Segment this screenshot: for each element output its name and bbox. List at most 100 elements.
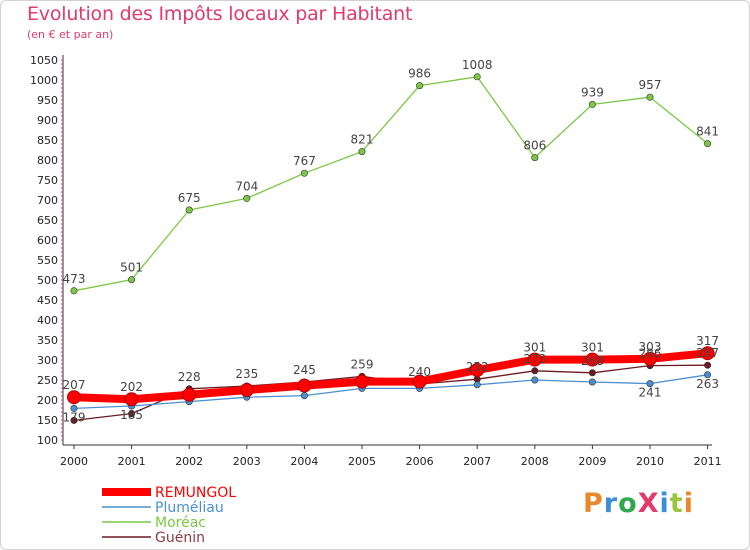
legend-label: Moréac [155, 515, 206, 531]
data-label: 241 [639, 386, 662, 400]
series-line-moréac [73, 76, 709, 292]
y-tick-label: 200 [37, 394, 58, 407]
y-tick-label: 650 [37, 214, 58, 227]
data-point [300, 392, 308, 400]
y-tick-label: 900 [37, 114, 58, 127]
data-label: 286 [639, 347, 662, 361]
data-point [527, 352, 542, 367]
y-tick-label: 950 [37, 94, 58, 107]
data-label: 767 [293, 154, 316, 168]
x-tick-label: 2009 [578, 455, 606, 468]
y-tick-label: 600 [37, 234, 58, 247]
data-point [297, 378, 312, 393]
data-label: 806 [523, 139, 546, 153]
logo-letter: i [659, 488, 670, 519]
logo-letter: X [637, 488, 660, 519]
data-point [412, 374, 427, 389]
data-point [239, 383, 254, 397]
data-point [358, 148, 366, 156]
x-tick-label: 2001 [118, 455, 146, 468]
data-point [355, 374, 369, 389]
chart-title: Evolution des Impôts locaux par Habitant [27, 3, 413, 25]
y-tick-label: 450 [37, 294, 58, 307]
data-label: 202 [120, 380, 143, 394]
data-point [588, 100, 596, 108]
y-tick-label: 750 [37, 174, 58, 187]
y-tick-label: 850 [37, 134, 58, 147]
data-label: 245 [293, 363, 316, 377]
data-point [531, 154, 539, 162]
data-point [416, 82, 424, 90]
data-label: 301 [581, 341, 604, 355]
logo-letter: P [583, 488, 604, 519]
logo-letter: t [669, 488, 684, 519]
data-point [531, 367, 539, 375]
x-tick-label: 2007 [463, 455, 491, 468]
data-label: 240 [408, 365, 431, 379]
y-tick-label: 1050 [30, 54, 58, 67]
data-point [704, 361, 712, 369]
legend-label: REMUNGOL [155, 485, 236, 501]
data-point [67, 390, 81, 405]
proxiti-logo: ProXiti [583, 488, 694, 519]
data-label: 273 [523, 352, 546, 366]
data-label: 259 [351, 357, 374, 371]
data-point [185, 206, 193, 214]
data-point [700, 346, 715, 361]
chart-subtitle: (en € et par an) [27, 28, 114, 41]
data-label: 704 [235, 179, 258, 193]
y-tick-label: 700 [37, 194, 58, 207]
data-point [473, 381, 481, 389]
data-point [473, 73, 481, 81]
data-label: 1008 [462, 58, 493, 72]
data-label: 501 [120, 261, 143, 275]
data-label: 675 [178, 191, 201, 205]
series-line-pluméliau [73, 374, 709, 410]
data-point [128, 276, 136, 284]
data-label: 317 [696, 334, 719, 348]
data-point [70, 416, 78, 424]
y-tick-label: 100 [37, 434, 58, 447]
data-point [588, 369, 596, 377]
data-label: 179 [63, 410, 86, 424]
data-label: 473 [63, 272, 86, 286]
data-point [704, 371, 712, 379]
data-point [585, 352, 600, 367]
x-tick-label: 2011 [694, 455, 722, 468]
data-label: 252 [466, 360, 489, 374]
data-label: 268 [581, 354, 604, 368]
data-label: 986 [408, 67, 431, 81]
y-tick-label: 400 [37, 314, 58, 327]
data-point [70, 287, 78, 295]
data-point [182, 387, 197, 402]
data-label: 287 [696, 346, 719, 360]
y-tick-label: 250 [37, 374, 58, 387]
data-label: 841 [696, 125, 719, 139]
x-tick-label: 2000 [60, 455, 88, 468]
data-label: 235 [235, 367, 258, 381]
data-label: 228 [178, 370, 201, 384]
data-point [128, 410, 136, 418]
y-tick-label: 150 [37, 414, 58, 427]
y-tick-label: 500 [37, 274, 58, 287]
data-label: 939 [581, 85, 604, 99]
data-point [70, 404, 78, 412]
y-tick-label: 550 [37, 254, 58, 267]
x-tick-label: 2008 [521, 455, 549, 468]
logo-letter: o [618, 488, 638, 519]
x-tick-label: 2004 [290, 455, 318, 468]
x-tick-label: 2003 [233, 455, 261, 468]
data-label: 301 [523, 341, 546, 355]
data-label: 821 [351, 133, 374, 147]
logo-letter: r [603, 488, 619, 519]
data-point [646, 93, 654, 101]
data-point [588, 378, 596, 386]
y-tick-label: 800 [37, 154, 58, 167]
data-point [646, 380, 654, 388]
y-tick-label: 300 [37, 354, 58, 367]
data-point [531, 376, 539, 384]
series-line-remungol [70, 349, 712, 404]
data-label: 957 [639, 78, 662, 92]
